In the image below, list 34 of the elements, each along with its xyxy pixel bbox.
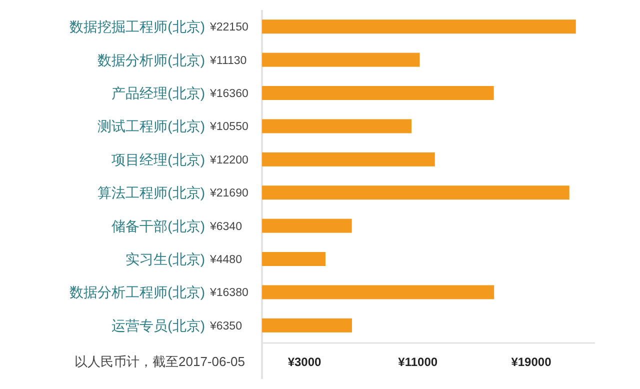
bar	[262, 252, 326, 266]
bar	[262, 20, 576, 34]
bar	[262, 186, 570, 200]
bar	[262, 152, 435, 166]
data-label: ¥12200	[209, 154, 248, 166]
x-tick-label: ¥11000	[398, 355, 438, 369]
data-label: ¥16360	[209, 88, 248, 100]
data-label: ¥21690	[209, 188, 248, 200]
y-tick-label: 储备干部(北京)	[112, 218, 205, 234]
data-label: ¥22150	[209, 22, 248, 34]
y-tick-label: 产品经理(北京)	[112, 85, 205, 101]
text: 以人民币计，截至2017-06-05	[74, 354, 245, 369]
data-label: ¥16380	[209, 287, 248, 300]
y-tick-label: 项目经理(北京)	[112, 151, 205, 168]
x-tick-label: ¥3000	[288, 355, 322, 369]
data-label: ¥10550	[209, 121, 248, 134]
x-tick-label: ¥19000	[511, 355, 552, 369]
bar	[262, 119, 412, 134]
data-label: ¥6340	[209, 220, 242, 233]
y-tick-label: 测试工程师(北京)	[98, 118, 205, 134]
data-label: ¥11130	[209, 54, 247, 67]
bar	[262, 86, 494, 100]
y-tick-label: 运营专员(北京)	[112, 317, 205, 334]
data-label: ¥4480	[209, 254, 242, 266]
data-label: ¥6350	[209, 320, 242, 332]
y-tick-label: 算法工程师(北京)	[98, 184, 205, 201]
y-tick-label: 实习生(北京)	[126, 251, 205, 267]
bar	[262, 318, 352, 332]
bar	[262, 218, 352, 233]
y-tick-label: 数据分析师(北京)	[98, 52, 205, 68]
bar	[262, 52, 420, 67]
y-tick-label: 数据挖掘工程师(北京)	[70, 18, 205, 35]
bar	[262, 285, 494, 300]
y-tick-label: 数据分析工程师(北京)	[70, 284, 205, 300]
